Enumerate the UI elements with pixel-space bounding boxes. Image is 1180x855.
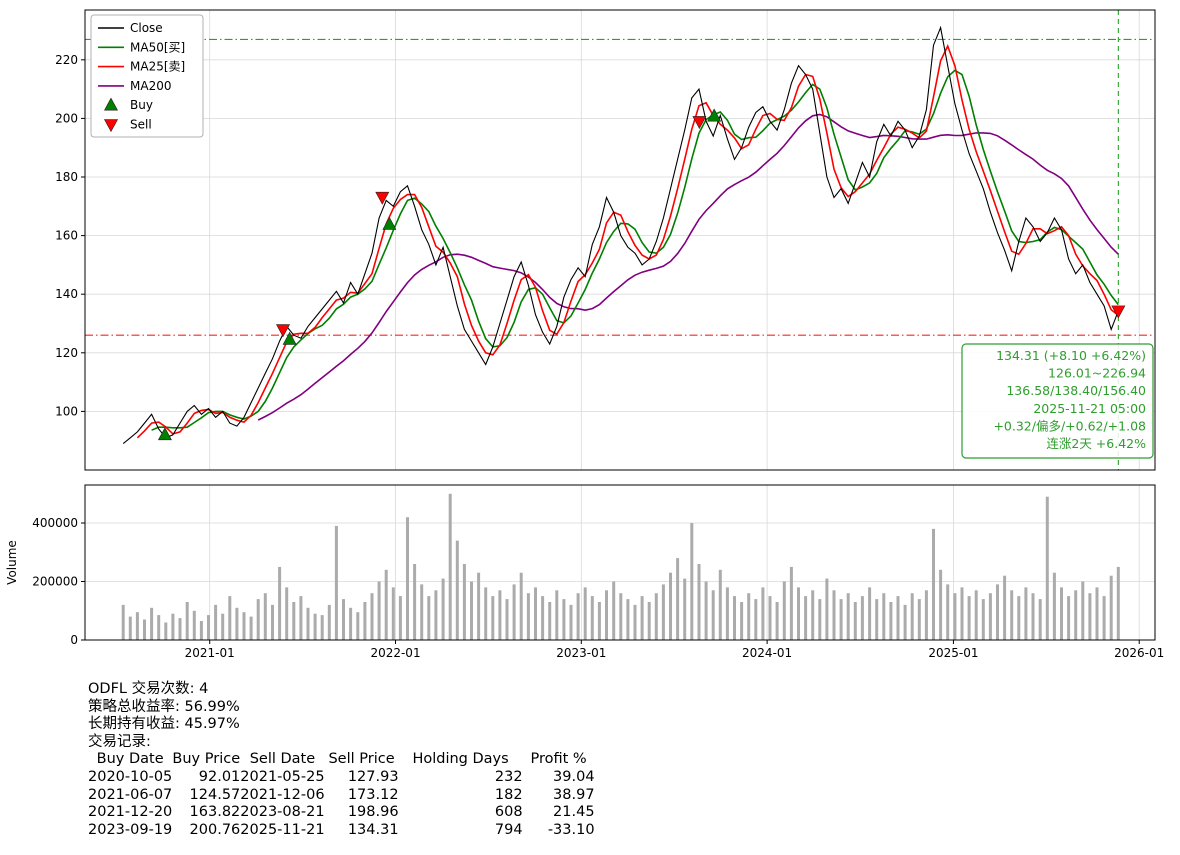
price-tick-label: 180 — [55, 170, 78, 184]
legend-label: Sell — [130, 118, 152, 132]
date-tick-label: 2024-01 — [742, 646, 792, 660]
quote-annotation: 134.31 (+8.10 +6.42%) 126.01~226.94 136.58… — [961, 343, 1154, 459]
trade-cell: 127.93 — [347, 768, 399, 785]
price-tick-label: 220 — [55, 53, 78, 67]
annotation-line: 136.58/138.40/156.40 — [1006, 383, 1146, 398]
date-tick-label: 2026-01 — [1114, 646, 1164, 660]
date-tick-label: 2022-01 — [370, 646, 420, 660]
legend-label: Buy — [130, 98, 153, 112]
trade-cell: 92.01 — [198, 768, 241, 785]
volume-axes-border — [84, 484, 1156, 641]
trade-cell: 163.82 — [189, 804, 241, 821]
volume-bars — [121, 493, 1120, 640]
trade-cell: 232 — [494, 768, 523, 785]
trade-cell: 182 — [494, 786, 523, 803]
trade-cell: 39.04 — [553, 768, 595, 785]
trade-cell: 608 — [494, 804, 523, 821]
trade-cell: -33.10 — [547, 821, 595, 838]
trade-col-header: Buy Price — [172, 751, 241, 768]
trade-col-header: Buy Date — [96, 751, 164, 768]
date-tick-label: 2021-01 — [185, 646, 235, 660]
trade-cell: 200.76 — [189, 821, 241, 838]
price-tick-label: 200 — [55, 111, 78, 125]
legend-label: MA50[买] — [130, 40, 185, 54]
buy-markers — [157, 108, 722, 441]
trade-cell: 21.45 — [553, 804, 595, 821]
date-tick-label: 2025-01 — [928, 646, 978, 660]
volume-tick-label: 400000 — [32, 516, 78, 530]
trade-row: 2023-09-19 200.76 2025-11-21 134.31 794 -33.1… — [88, 822, 595, 840]
trade-row: 2021-06-07 124.57 2021-12-06 173.12 182 38.97 — [88, 787, 595, 805]
ma-line-MA25 — [136, 44, 1119, 439]
trade-row: 2021-12-20 163.82 2023-08-21 198.96 608 21.45 — [88, 804, 595, 822]
legend-label: MA25[卖] — [130, 60, 185, 74]
close-line — [122, 25, 1119, 445]
trade-cell: 173.12 — [347, 786, 399, 803]
trade-cell: 2021-05-25 — [240, 768, 325, 785]
trade-cell: 2021-06-07 — [88, 786, 173, 803]
annotation-line: 134.31 (+8.10 +6.42%) — [996, 348, 1146, 363]
date-tick-label: 2023-01 — [556, 646, 606, 660]
price-tick-label: 120 — [55, 346, 78, 360]
trade-row: 2020-10-05 92.01 2021-05-25 127.93 232 39.04 — [88, 769, 595, 787]
trade-col-header: Sell Price — [328, 751, 395, 768]
trade-cell: 2025-11-21 — [240, 821, 325, 838]
summary-trade-log-label: 交易记录: — [88, 733, 151, 750]
trade-cell: 2021-12-20 — [88, 804, 173, 821]
legend-label: Close — [130, 21, 163, 35]
trade-cell: 794 — [494, 821, 523, 838]
price-axes-border — [84, 9, 1156, 471]
trade-cell: 38.97 — [553, 786, 595, 803]
price-tick-label: 100 — [55, 404, 78, 418]
trade-col-header: Profit % — [530, 751, 587, 768]
price-tick-label: 160 — [55, 229, 78, 243]
volume-axis-label: Volume — [5, 540, 19, 585]
trade-cell: 2020-10-05 — [88, 768, 173, 785]
legend: Close MA50[买] MA25[卖] MA200 Buy Sell — [90, 14, 204, 138]
grid-lines — [85, 10, 1155, 640]
chart-canvas: 100 120 140 160 180 200 220 0 200000 400000 2021-0… — [5, 9, 1164, 660]
axis-ticks: 100 120 140 160 180 200 220 0 200000 400000 2021-0… — [5, 53, 1164, 660]
summary-strategy-return: 策略总收益率: 56.99% — [88, 698, 240, 715]
volume-tick-label: 200000 — [32, 575, 78, 589]
trade-table: Buy Date Buy Price Sell Date Sell Price Hold… — [88, 751, 595, 839]
trade-cell: 198.96 — [347, 804, 399, 821]
annotation-line: 126.01~226.94 — [1048, 366, 1146, 381]
trade-table-header-row: Buy Date Buy Price Sell Date Sell Price Hold… — [88, 751, 595, 769]
ma-line-MA200 — [257, 113, 1119, 421]
annotation-line: +0.32/偏多/+0.62/+1.08 — [993, 418, 1146, 433]
trade-cell: 2023-08-21 — [240, 804, 325, 821]
summary-hold-return: 长期持有收益: 45.97% — [88, 716, 240, 733]
trade-cell: 2023-09-19 — [88, 821, 173, 838]
trade-cell: 2021-12-06 — [240, 786, 325, 803]
trade-col-header: Sell Date — [249, 751, 316, 768]
summary-symbol-trades: ODFL 交易次数: 4 — [88, 681, 209, 697]
annotation-line: 连涨2天 +6.42% — [1046, 436, 1146, 451]
trade-col-header: Holding Days — [412, 751, 509, 768]
sell-markers — [276, 116, 1126, 338]
legend-label: MA200 — [130, 79, 171, 93]
backtest-summary: ODFL 交易次数: 4 策略总收益率: 56.99% 长期持有收益: 45.9… — [88, 681, 595, 839]
price-tick-label: 140 — [55, 287, 78, 301]
annotation-line: 2025-11-21 05:00 — [1033, 401, 1146, 416]
volume-tick-label: 0 — [70, 633, 78, 647]
price-volume-chart: 100 120 140 160 180 200 220 0 200000 400000 2021-0… — [5, 9, 1164, 660]
trade-cell: 124.57 — [189, 786, 241, 803]
trade-cell: 134.31 — [347, 821, 399, 838]
